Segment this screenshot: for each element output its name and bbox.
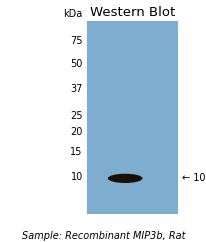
Text: Sample: Recombinant MIP3b, Rat: Sample: Recombinant MIP3b, Rat (22, 231, 184, 241)
Text: Western Blot: Western Blot (89, 6, 174, 19)
Text: kDa: kDa (63, 9, 82, 19)
Text: ← 10kDa: ← 10kDa (181, 173, 206, 183)
Text: 25: 25 (70, 111, 82, 121)
Text: 37: 37 (70, 84, 82, 94)
Ellipse shape (107, 174, 142, 183)
Text: 10: 10 (70, 172, 82, 182)
Text: 50: 50 (70, 59, 82, 69)
Text: 15: 15 (70, 147, 82, 157)
Text: 20: 20 (70, 127, 82, 137)
Text: 75: 75 (70, 36, 82, 46)
